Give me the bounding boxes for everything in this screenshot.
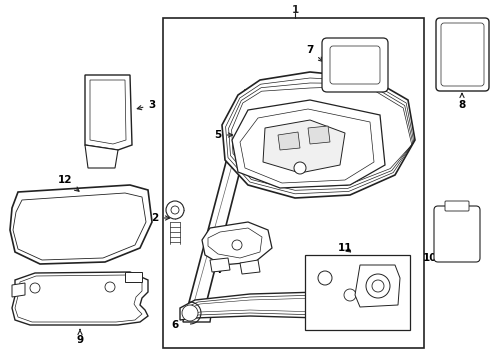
Text: 5: 5 (215, 130, 233, 140)
Polygon shape (240, 260, 260, 274)
FancyBboxPatch shape (445, 201, 469, 211)
Polygon shape (125, 272, 142, 282)
FancyBboxPatch shape (322, 38, 388, 92)
Polygon shape (263, 120, 345, 173)
Polygon shape (12, 283, 25, 297)
Circle shape (344, 289, 356, 301)
Text: 3: 3 (137, 100, 156, 110)
Polygon shape (278, 132, 300, 150)
Polygon shape (355, 265, 400, 307)
Circle shape (232, 240, 242, 250)
Text: 1: 1 (292, 5, 298, 15)
Text: 9: 9 (76, 329, 84, 345)
Circle shape (318, 271, 332, 285)
Circle shape (171, 206, 179, 214)
Text: 8: 8 (458, 93, 466, 110)
Polygon shape (85, 145, 118, 168)
Circle shape (182, 305, 198, 321)
Text: 12: 12 (58, 175, 79, 191)
Polygon shape (187, 90, 260, 310)
Polygon shape (232, 100, 385, 188)
Polygon shape (202, 222, 272, 265)
Bar (305, 255, 410, 330)
Polygon shape (180, 292, 408, 320)
FancyBboxPatch shape (436, 18, 489, 91)
Text: 6: 6 (172, 310, 189, 330)
Circle shape (294, 162, 306, 174)
Circle shape (105, 282, 115, 292)
Polygon shape (210, 258, 230, 272)
Text: 11: 11 (338, 243, 352, 253)
FancyBboxPatch shape (434, 206, 480, 262)
Text: 10: 10 (423, 248, 441, 263)
Polygon shape (85, 75, 132, 150)
Polygon shape (10, 185, 152, 264)
Polygon shape (183, 308, 212, 322)
Circle shape (166, 201, 184, 219)
Text: 4: 4 (214, 258, 234, 275)
Bar (163, 18, 424, 348)
Polygon shape (308, 126, 330, 144)
Circle shape (372, 280, 384, 292)
Text: 7: 7 (306, 45, 323, 62)
Polygon shape (12, 272, 148, 325)
Circle shape (30, 283, 40, 293)
Text: 2: 2 (151, 213, 170, 223)
Polygon shape (222, 72, 415, 198)
